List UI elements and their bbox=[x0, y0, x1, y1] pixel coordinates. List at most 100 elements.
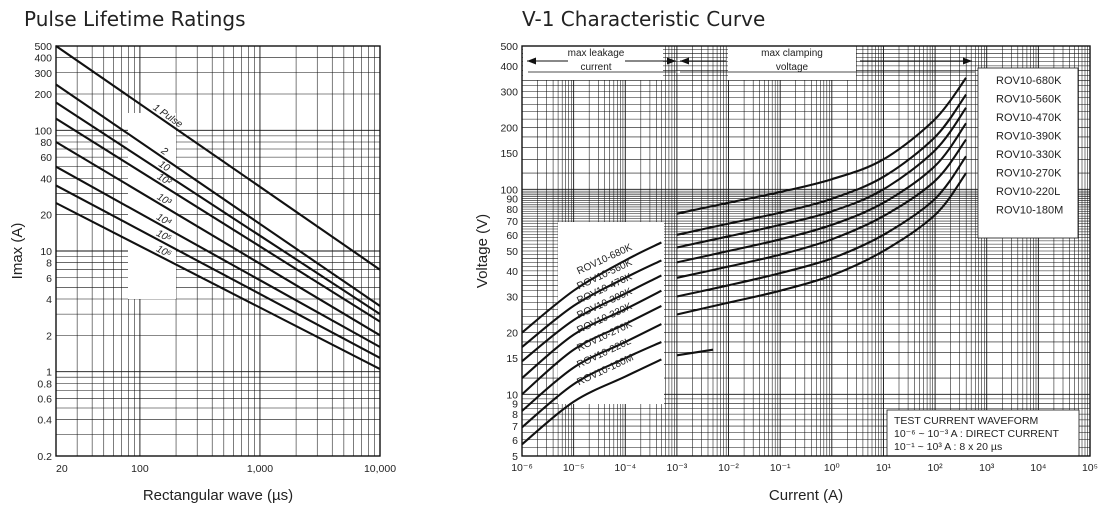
leakage-curve-5 bbox=[521, 304, 662, 396]
vi-y-tick: 80 bbox=[506, 204, 518, 216]
vi-x-tick: 10⁵ bbox=[1082, 462, 1098, 474]
leakage-curve-8 bbox=[521, 358, 662, 446]
pulse-y-tick: 400 bbox=[34, 53, 52, 65]
vi-y-tick: 20 bbox=[506, 328, 518, 340]
annotation-line-1: TEST CURRENT WAVEFORM bbox=[894, 415, 1038, 427]
vi-y-tick: 40 bbox=[506, 266, 518, 278]
vi-y-tick: 150 bbox=[500, 148, 518, 160]
pulse-curve-3 bbox=[55, 101, 381, 315]
vi-y-tick: 50 bbox=[506, 246, 518, 258]
pulse-chart-x-ticks: 20 100 1,000 10,000 bbox=[56, 463, 396, 475]
annotation-line-2: 10⁻⁶ ~ 10⁻³ A : DIRECT CURRENT bbox=[894, 428, 1059, 440]
pulse-y-tick: 0.8 bbox=[37, 378, 52, 390]
legend-item: ROV10-220L bbox=[996, 186, 1060, 198]
vi-y-tick: 30 bbox=[506, 291, 518, 303]
pulse-curve-1 bbox=[55, 45, 381, 271]
pulse-y-tick: 0.6 bbox=[37, 393, 52, 405]
pulse-x-tick: 100 bbox=[131, 463, 149, 475]
vi-x-tick: 10⁻⁵ bbox=[563, 462, 585, 474]
clamping-curve-8 bbox=[676, 348, 714, 357]
vi-x-tick: 10¹ bbox=[876, 462, 892, 474]
clamping-arrow-left-head bbox=[680, 57, 689, 65]
vi-y-tick: 5 bbox=[512, 451, 518, 463]
pulse-y-tick: 10 bbox=[40, 246, 52, 258]
clamping-curve-6 bbox=[676, 155, 967, 298]
legend-item: ROV10-390K bbox=[996, 131, 1062, 143]
pulse-y-tick: 200 bbox=[34, 89, 52, 101]
pulse-y-tick: 6 bbox=[46, 273, 52, 285]
pulse-curve-label-2: 2 bbox=[158, 145, 170, 158]
vi-y-tick: 8 bbox=[512, 409, 518, 421]
pulse-x-tick: 1,000 bbox=[247, 463, 273, 475]
vi-x-tick: 10⁰ bbox=[824, 462, 841, 474]
leakage-region-box bbox=[523, 46, 663, 80]
leakage-curve-3 bbox=[521, 274, 662, 363]
vi-y-tick: 6 bbox=[512, 435, 518, 447]
leakage-arrow-right-head bbox=[667, 57, 676, 65]
vi-x-tick: 10⁴ bbox=[1030, 462, 1046, 474]
vi-chart-region-arrows: max leakage current max clamping voltage bbox=[527, 48, 975, 73]
vi-y-tick: 10 bbox=[506, 389, 518, 401]
vi-y-tick: 200 bbox=[500, 123, 518, 135]
vi-y-tick: 90 bbox=[506, 194, 518, 206]
pulse-y-tick: 20 bbox=[40, 210, 52, 222]
vi-chart-x-label: Current (A) bbox=[769, 487, 843, 504]
vi-chart-frame bbox=[521, 45, 1091, 457]
pulse-chart-curves bbox=[55, 45, 381, 371]
clamping-curve-5 bbox=[676, 138, 967, 279]
vi-x-tick: 10⁻⁶ bbox=[511, 462, 533, 474]
vi-y-tick: 60 bbox=[506, 230, 518, 242]
vi-y-tick: 15 bbox=[506, 353, 518, 365]
legend-item: ROV10-270K bbox=[996, 168, 1062, 180]
vi-chart-x-ticks: 10⁻⁶ 10⁻⁵ 10⁻⁴ 10⁻³ 10⁻² 10⁻¹ 10⁰ 10¹ 10² 10³ 10⁴ 1… bbox=[511, 462, 1098, 474]
pulse-y-tick: 500 bbox=[34, 41, 52, 53]
pulse-chart-x-label: Rectangular wave (µs) bbox=[143, 487, 293, 504]
pulse-chart-y-label: Imax (A) bbox=[9, 223, 26, 280]
leakage-label-2: current bbox=[580, 62, 611, 73]
vi-y-tick: 100 bbox=[500, 184, 518, 196]
clamping-curve-2 bbox=[676, 93, 967, 236]
vi-chart-title: V-1 Characteristic Curve bbox=[522, 7, 765, 31]
leakage-curve-6 bbox=[521, 323, 662, 412]
vi-y-tick: 500 bbox=[500, 41, 518, 53]
vi-y-tick: 7 bbox=[512, 421, 518, 433]
vi-x-tick: 10⁻⁴ bbox=[614, 462, 636, 474]
clamping-label-2: voltage bbox=[776, 62, 809, 73]
pulse-y-tick: 0.4 bbox=[37, 415, 52, 427]
clamping-region-box bbox=[728, 46, 856, 80]
vi-y-tick: 400 bbox=[500, 61, 518, 73]
clamping-curve-7 bbox=[676, 172, 967, 316]
pulse-y-tick: 4 bbox=[46, 294, 52, 306]
pulse-curve-4 bbox=[55, 117, 381, 323]
pulse-y-tick: 8 bbox=[46, 258, 52, 270]
leakage-curve-2 bbox=[521, 259, 662, 348]
legend-item: ROV10-180M bbox=[996, 205, 1063, 217]
legend-item: ROV10-560K bbox=[996, 94, 1062, 106]
clamping-label-1: max clamping bbox=[761, 48, 823, 59]
pulse-y-tick: 2 bbox=[46, 330, 52, 342]
pulse-y-tick: 300 bbox=[34, 68, 52, 80]
pulse-chart-grid bbox=[55, 45, 381, 457]
test-waveform-box bbox=[886, 409, 1080, 457]
vi-chart-legend: ROV10-680K ROV10-560K ROV10-470K ROV10-390K… bbox=[996, 75, 1063, 217]
pulse-chart-frame bbox=[55, 45, 381, 457]
pulse-curve-8 bbox=[55, 202, 381, 371]
pulse-y-tick: 1 bbox=[46, 367, 52, 379]
vi-x-tick: 10⁻² bbox=[718, 462, 739, 474]
vi-y-tick: 9 bbox=[512, 399, 518, 411]
legend-item: ROV10-330K bbox=[996, 149, 1062, 161]
pulse-chart-title: Pulse Lifetime Ratings bbox=[24, 7, 246, 31]
pulse-y-tick: 60 bbox=[40, 152, 52, 164]
pulse-curve-7 bbox=[55, 184, 381, 359]
clamping-curve-4 bbox=[676, 122, 967, 264]
leakage-arrow-left-head bbox=[527, 57, 536, 65]
vi-y-tick: 300 bbox=[500, 86, 518, 98]
annotation-line-3: 10⁻¹ ~ 10³ A : 8 x 20 µs bbox=[894, 441, 1002, 453]
vi-x-tick: 10⁻³ bbox=[667, 462, 688, 474]
pulse-curve-6 bbox=[55, 165, 381, 348]
vi-x-tick: 10³ bbox=[979, 462, 995, 474]
pulse-chart-label-area bbox=[128, 113, 176, 299]
